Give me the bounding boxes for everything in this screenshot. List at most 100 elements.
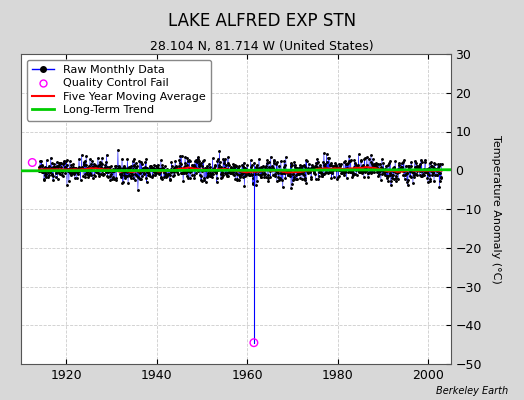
Point: [205, 172, 214, 179]
Point: [273, 159, 281, 165]
Point: [259, 162, 267, 169]
Point: [208, 170, 216, 176]
Point: [341, 168, 349, 174]
Point: [67, 171, 75, 178]
Point: [141, 175, 150, 181]
Point: [238, 162, 246, 168]
Point: [117, 172, 125, 178]
Point: [214, 156, 222, 162]
Point: [77, 166, 85, 172]
Point: [106, 171, 115, 177]
Point: [255, 156, 263, 162]
Point: [97, 161, 106, 168]
Point: [85, 170, 94, 177]
Point: [202, 167, 210, 174]
Point: [93, 164, 101, 170]
Point: [367, 170, 376, 176]
Point: [411, 157, 419, 164]
Point: [420, 166, 428, 172]
Point: [418, 172, 427, 179]
Point: [285, 172, 293, 178]
Point: [122, 173, 130, 179]
Point: [260, 174, 268, 180]
Point: [231, 162, 239, 168]
Point: [364, 174, 372, 180]
Point: [374, 161, 382, 167]
Point: [370, 164, 378, 170]
Point: [115, 164, 123, 170]
Point: [85, 162, 93, 169]
Point: [128, 172, 136, 178]
Point: [311, 163, 320, 170]
Point: [238, 171, 247, 177]
Point: [114, 147, 122, 153]
Point: [126, 165, 135, 172]
Point: [372, 160, 380, 166]
Point: [299, 162, 308, 168]
Point: [43, 174, 52, 180]
Point: [217, 170, 226, 176]
Point: [429, 164, 438, 170]
Point: [232, 163, 241, 169]
Point: [45, 163, 53, 170]
Point: [246, 167, 255, 174]
Point: [385, 170, 394, 176]
Point: [150, 168, 158, 174]
Point: [140, 170, 148, 176]
Point: [300, 177, 309, 183]
Point: [152, 162, 160, 169]
Point: [428, 169, 436, 176]
Point: [237, 170, 246, 176]
Point: [57, 164, 65, 170]
Point: [58, 168, 66, 175]
Point: [362, 164, 370, 170]
Point: [116, 171, 124, 177]
Point: [63, 182, 71, 188]
Point: [36, 168, 45, 174]
Point: [241, 165, 249, 171]
Point: [203, 172, 212, 178]
Point: [213, 175, 221, 181]
Point: [343, 161, 352, 168]
Point: [90, 172, 99, 179]
Point: [40, 176, 49, 182]
Point: [154, 165, 162, 172]
Point: [36, 158, 45, 164]
Point: [109, 174, 117, 180]
Point: [171, 167, 180, 174]
Point: [156, 174, 165, 180]
Point: [305, 168, 314, 175]
Point: [277, 177, 286, 183]
Point: [256, 167, 264, 174]
Point: [47, 165, 56, 172]
Point: [156, 166, 165, 172]
Point: [77, 166, 85, 173]
Point: [94, 154, 102, 161]
Point: [438, 160, 446, 167]
Point: [207, 167, 215, 174]
Point: [68, 165, 76, 171]
Point: [296, 165, 304, 171]
Point: [47, 154, 55, 161]
Point: [312, 164, 321, 170]
Point: [294, 171, 302, 177]
Point: [120, 162, 128, 169]
Point: [62, 157, 71, 164]
Point: [135, 158, 144, 164]
Point: [95, 162, 103, 168]
Point: [229, 169, 237, 175]
Point: [287, 184, 295, 191]
Point: [147, 164, 156, 170]
Point: [64, 178, 73, 184]
Point: [117, 168, 126, 175]
Point: [381, 172, 389, 178]
Point: [127, 175, 135, 182]
Point: [58, 172, 67, 179]
Point: [159, 169, 168, 175]
Point: [64, 166, 73, 172]
Point: [151, 172, 159, 179]
Point: [175, 157, 183, 164]
Point: [62, 157, 70, 164]
Point: [199, 166, 208, 172]
Point: [74, 171, 82, 178]
